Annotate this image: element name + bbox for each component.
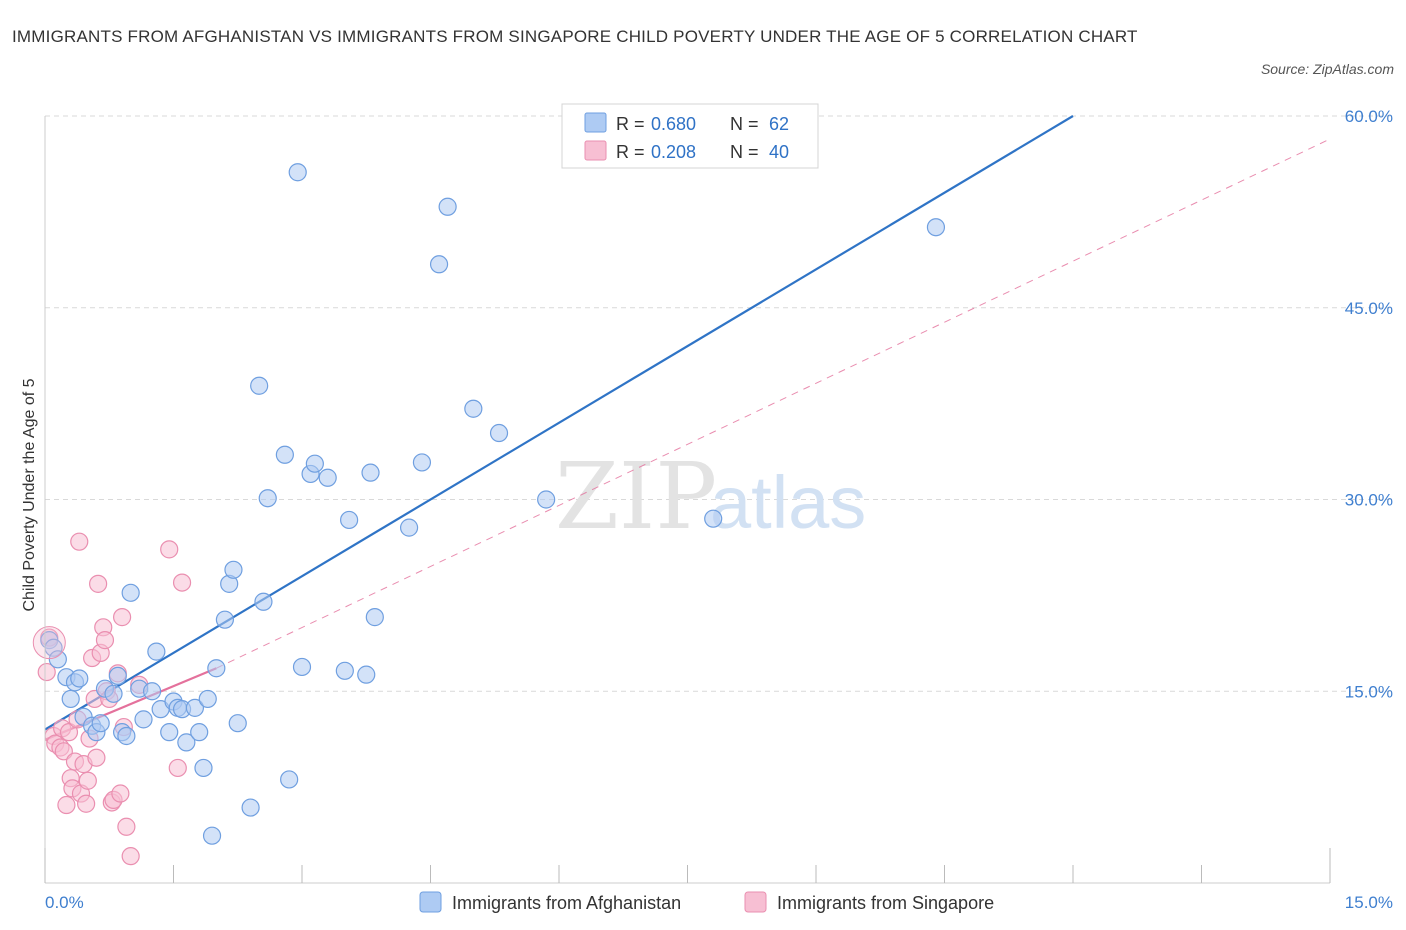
singapore-large-point — [32, 626, 66, 660]
singapore-point — [111, 784, 130, 803]
afghanistan-point — [147, 642, 166, 661]
axis-layer: 15.0% 30.0% 45.0% 60.0% 0.0% 15.0% — [44, 107, 1393, 912]
chart-title: IMMIGRANTS FROM AFGHANISTAN VS IMMIGRANT… — [12, 27, 1138, 46]
legend-n-value-singapore: 40 — [769, 142, 789, 162]
afghanistan-point — [194, 758, 213, 778]
y-tick-label: 45.0% — [1345, 299, 1393, 318]
afghanistan-point — [288, 163, 307, 182]
singapore-point — [57, 795, 76, 815]
x-tick-label: 0.0% — [45, 893, 84, 912]
afghanistan-point — [134, 710, 153, 729]
afghanistan-point — [365, 608, 384, 627]
legend-n-label-singapore: N = — [730, 142, 759, 162]
bottom-legend: Immigrants from Afghanistan Immigrants f… — [419, 891, 994, 913]
watermark: ZIP atlas — [555, 443, 866, 550]
afghanistan-point — [340, 510, 359, 530]
singapore-point — [59, 723, 79, 742]
y-tick-label: 60.0% — [1345, 107, 1393, 126]
afghanistan-point — [489, 423, 509, 443]
legend-swatch-singapore — [584, 140, 607, 161]
afghanistan-point — [61, 689, 80, 709]
grid-layer — [45, 115, 1392, 692]
singapore-point — [70, 532, 89, 551]
legend-r-label-afghanistan: R = — [616, 114, 645, 134]
afghanistan-point — [412, 453, 432, 472]
singapore-point — [117, 817, 136, 836]
points-layer — [32, 163, 946, 866]
singapore-point — [112, 608, 132, 627]
afghanistan-point — [215, 610, 234, 629]
afghanistan-point — [228, 714, 247, 733]
legend-r-value-singapore: 0.208 — [651, 142, 696, 162]
afghanistan-point — [280, 770, 299, 789]
singapore-point — [89, 574, 108, 593]
y-tick-label: 30.0% — [1345, 491, 1393, 510]
legend-r-label-singapore: R = — [616, 142, 645, 162]
singapore-point — [160, 540, 179, 559]
afghanistan-point — [108, 666, 127, 686]
legend-r-value-afghanistan: 0.680 — [651, 114, 696, 134]
y-axis-title: Child Poverty Under the Age of 5 — [21, 378, 38, 611]
afghanistan-point — [258, 489, 277, 508]
singapore-point — [121, 847, 140, 866]
legend-n-value-afghanistan: 62 — [769, 114, 789, 134]
afghanistan-point — [254, 592, 273, 611]
afghanistan-point — [142, 682, 162, 701]
afghanistan-point — [275, 445, 294, 464]
afghanistan-point — [357, 665, 376, 684]
afghanistan-point — [177, 733, 196, 752]
afghanistan-point — [464, 399, 483, 418]
afghanistan-point — [305, 454, 324, 473]
singapore-point — [168, 758, 187, 778]
trend-layer — [44, 115, 1331, 741]
afghanistan-point — [190, 723, 209, 742]
y-tick-label: 15.0% — [1345, 682, 1393, 701]
bottom-legend-swatch-singapore — [744, 891, 767, 913]
afghanistan-point — [704, 509, 723, 528]
afghanistan-point — [207, 659, 226, 678]
afghanistan-point — [250, 376, 269, 395]
afghanistan-point — [438, 197, 457, 216]
afghanistan-trend-line — [44, 115, 1074, 731]
afghanistan-point — [202, 826, 222, 845]
bottom-legend-label-afghanistan: Immigrants from Afghanistan — [452, 893, 681, 913]
singapore-point — [37, 662, 56, 682]
singapore-point — [87, 748, 106, 767]
afghanistan-point — [537, 490, 556, 509]
bottom-legend-label-singapore: Immigrants from Singapore — [777, 893, 994, 913]
afghanistan-point — [926, 218, 946, 237]
afghanistan-point — [361, 463, 380, 482]
singapore-point — [54, 742, 73, 761]
afghanistan-point — [429, 255, 449, 274]
x-tick-label: 15.0% — [1345, 893, 1393, 912]
legend-box: R = 0.680 N = 62 R = 0.208 N = 40 — [561, 103, 819, 169]
singapore-point — [77, 794, 96, 813]
afghanistan-point — [185, 698, 205, 717]
bottom-legend-swatch-afghanistan — [419, 891, 442, 913]
afghanistan-point — [117, 726, 136, 746]
afghanistan-point — [70, 669, 89, 688]
afghanistan-point — [318, 468, 337, 487]
legend-swatch-afghanistan — [584, 112, 607, 133]
afghanistan-point — [224, 560, 243, 579]
watermark-zip: ZIP — [555, 443, 717, 550]
afghanistan-point — [399, 518, 419, 537]
afghanistan-point — [104, 684, 123, 703]
watermark-atlas: atlas — [710, 461, 866, 544]
singapore-point — [172, 573, 192, 592]
afghanistan-point — [335, 661, 354, 680]
singapore-point — [95, 631, 115, 650]
afghanistan-point — [198, 689, 217, 709]
afghanistan-point — [241, 798, 260, 817]
source-credit: Source: ZipAtlas.com — [1260, 61, 1394, 77]
singapore-point — [78, 771, 97, 790]
legend-n-label-afghanistan: N = — [730, 114, 759, 134]
singapore-extended-trend-line — [216, 138, 1331, 669]
afghanistan-point — [160, 723, 179, 742]
afghanistan-point — [121, 583, 140, 602]
afghanistan-point — [292, 657, 312, 677]
afghanistan-point — [91, 714, 110, 733]
afghanistan-point — [48, 650, 67, 669]
